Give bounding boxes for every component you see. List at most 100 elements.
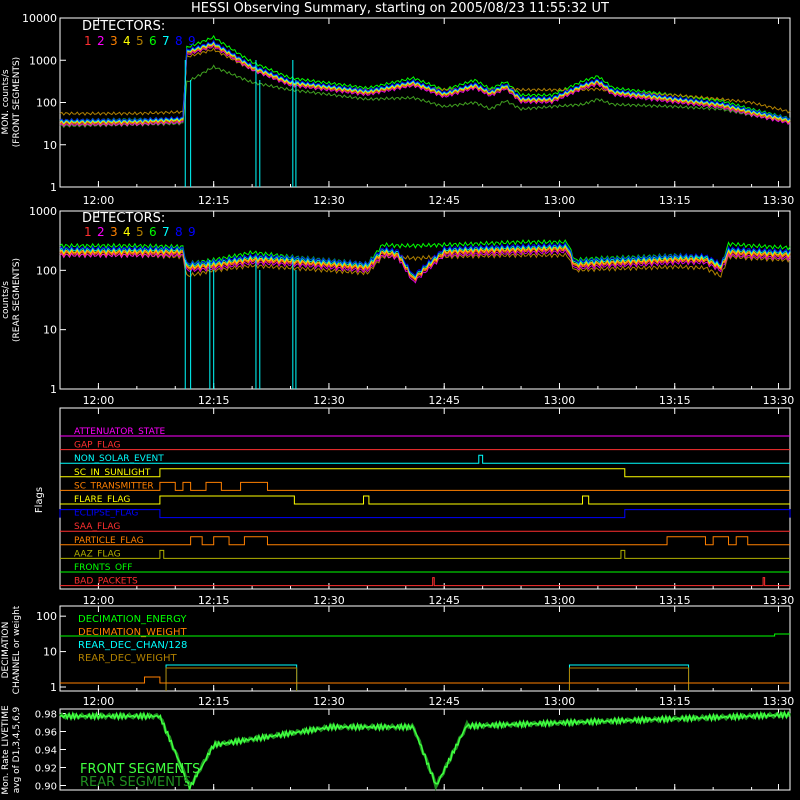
flags-xtick-label: 12:30 <box>313 594 345 607</box>
dec-ytick-label: 10 <box>43 646 57 659</box>
flag-line <box>60 536 790 546</box>
flag-line <box>60 454 790 464</box>
flag-label: ECLIPSE_FLAG <box>74 509 138 519</box>
rear-xtick-label: 13:00 <box>544 394 576 407</box>
panel-livetime: 0.90 0.92 0.94 0.96 0.98 Mon. Rate LIVETIME av… <box>1 705 792 795</box>
rear-legend-title: DETECTORS: <box>82 211 165 226</box>
flag-line <box>59 509 791 519</box>
front-series-extra <box>59 41 791 125</box>
flag-label: ATTENUATOR_STATE <box>74 427 166 437</box>
flag-label: GAP_FLAG <box>74 441 120 451</box>
front-series-extra <box>59 39 791 123</box>
flag-label: BAD_PACKETS <box>74 577 138 587</box>
front-legend-item: 9 <box>188 34 196 48</box>
dec-legend-item: DECIMATION_WEIGHT <box>78 627 187 638</box>
front-ylabel: MON. counts/s <box>1 69 11 134</box>
panel-flags: 12:00 12:15 12:30 12:45 13:00 13:15 13:30 Flags… <box>34 407 795 607</box>
live-ytick-label: 0.90 <box>35 782 57 793</box>
rear-series-extra <box>59 241 791 277</box>
rear-ytick-label: 10 <box>43 324 57 337</box>
flags-xtick-label: 12:00 <box>83 594 115 607</box>
front-legend-item: 3 <box>110 34 118 48</box>
rear-xtick-label: 12:45 <box>428 394 460 407</box>
dec-xtick-label: 12:15 <box>198 695 230 708</box>
flag-label: SC_TRANSMITTER <box>74 481 154 491</box>
dec-ytick-label: 100 <box>36 610 57 623</box>
front-ytick-label: 1 <box>50 181 57 194</box>
rear-legend-item: 4 <box>123 225 131 239</box>
front-series-extra <box>59 40 791 124</box>
front-xtick-label: 13:00 <box>544 194 576 207</box>
rear-dropout <box>184 260 192 389</box>
flag-label: SC_IN_SUNLIGHT <box>74 468 151 478</box>
front-ylabel2: (FRONT SEGMENTS) <box>12 57 22 147</box>
rear-series-extra <box>59 244 791 280</box>
flag-label: FRONTS_OFF <box>74 563 132 573</box>
front-xtick-label: 12:15 <box>198 194 230 207</box>
front-ytick-label: 10 <box>43 139 57 152</box>
rear-series-extra <box>59 246 791 282</box>
front-legend-item: 6 <box>149 34 157 48</box>
rear-dropout <box>209 260 215 389</box>
front-series-9 <box>59 64 791 129</box>
flags-xtick-label: 13:30 <box>763 594 795 607</box>
front-ytick-label: 1000 <box>29 54 57 67</box>
front-xtick-label: 13:15 <box>659 194 691 207</box>
flag-line <box>60 549 790 559</box>
front-ytick-label: 10000 <box>22 12 57 25</box>
live-legend-front: FRONT SEGMENTS <box>80 762 200 777</box>
front-dropout <box>184 60 192 187</box>
live-legend-rear: REAR SEGMENTS <box>80 775 191 790</box>
dec-xtick-label: 12:30 <box>313 695 345 708</box>
front-legend-title: DETECTORS: <box>82 19 165 34</box>
rear-ylabel2: (REAR SEGMENTS) <box>12 258 22 342</box>
front-ytick-label: 100 <box>36 97 57 110</box>
front-legend-item: 5 <box>136 34 144 48</box>
dec-ylabel2: CHANNEL or weight <box>12 605 22 694</box>
flags-xtick-label: 13:00 <box>544 594 576 607</box>
rear-legend-item: 9 <box>188 225 196 239</box>
rear-xtick-label: 13:30 <box>763 394 795 407</box>
dec-xtick-label: 13:15 <box>659 695 691 708</box>
rear-xtick-label: 12:15 <box>198 394 230 407</box>
live-ytick-label: 0.96 <box>35 728 57 739</box>
flags-xtick-label: 12:15 <box>198 594 230 607</box>
rear-legend-item: 1 <box>84 225 92 239</box>
flags-xtick-label: 12:45 <box>428 594 460 607</box>
flag-label: SAA_FLAG <box>74 522 120 532</box>
dec-xtick-label: 12:45 <box>428 695 460 708</box>
front-xtick-label: 12:45 <box>428 194 460 207</box>
rear-ylabel: counts/s <box>1 281 11 319</box>
front-series-extra <box>59 44 791 127</box>
dec-xtick-label: 12:00 <box>83 695 115 708</box>
front-legend-item: 7 <box>162 34 170 48</box>
dec-weight-line <box>60 676 790 684</box>
front-legend-item: 2 <box>97 34 105 48</box>
rear-ytick-label: 1 <box>50 383 57 396</box>
front-series-extra <box>59 42 791 126</box>
dec-frame <box>59 605 791 692</box>
rear-dropout <box>255 260 261 389</box>
dec-xtick-label: 13:30 <box>763 695 795 708</box>
live-ytick-label: 0.94 <box>35 746 57 757</box>
rear-ytick-label: 1000 <box>29 205 57 218</box>
rear-ytick-label: 100 <box>36 264 57 277</box>
flags-xtick-label: 13:15 <box>659 594 691 607</box>
flag-label: PARTICLE_FLAG <box>74 536 144 546</box>
front-dropout <box>292 60 297 187</box>
front-xtick-label: 12:30 <box>313 194 345 207</box>
live-ytick-label: 0.92 <box>35 764 57 775</box>
rear-xtick-label: 12:30 <box>313 394 345 407</box>
rear-legend-item: 2 <box>97 225 105 239</box>
flag-line <box>60 481 790 491</box>
live-ytick-label: 0.98 <box>35 710 57 721</box>
rear-xtick-label: 12:00 <box>83 394 115 407</box>
live-front-line <box>59 710 791 791</box>
rear-series-extra <box>59 243 791 279</box>
dec-xtick-label: 13:00 <box>544 695 576 708</box>
rear-dropout <box>292 260 297 389</box>
rear-series-extra <box>59 248 791 284</box>
front-legend-item: 1 <box>84 34 92 48</box>
front-xtick-label: 13:30 <box>763 194 795 207</box>
